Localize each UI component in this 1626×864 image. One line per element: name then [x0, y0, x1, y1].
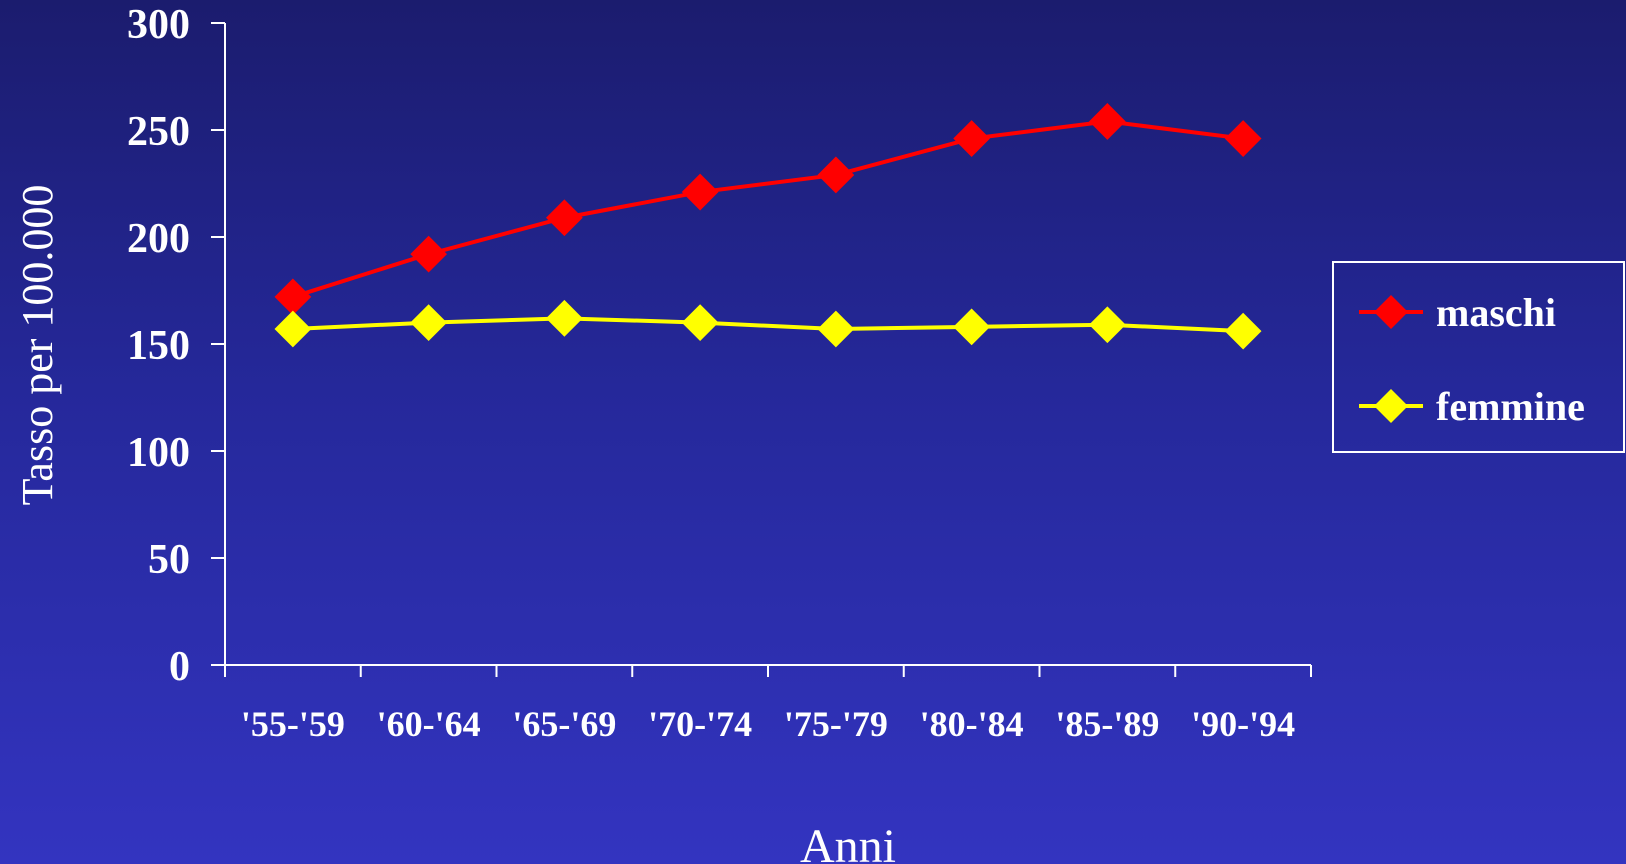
y-tick-label: 50: [148, 537, 190, 583]
legend-marker-maschi: [1374, 295, 1408, 329]
data-point-femmine: [817, 310, 855, 348]
y-tick-label: 100: [127, 430, 190, 476]
legend-item-maschi: maschi: [1359, 290, 1556, 335]
series-line-maschi: [292, 119, 1244, 299]
y-tick-label: 200: [127, 216, 190, 262]
y-axis-title: Tasso per 100.000: [13, 185, 62, 506]
x-tick-label: '65-'69: [512, 704, 616, 744]
legend-box: [1332, 261, 1625, 453]
y-tick-label: 150: [127, 323, 190, 369]
data-point-femmine: [1224, 312, 1262, 350]
data-point-femmine: [953, 308, 991, 346]
series-maschi: [274, 103, 1262, 316]
series-femmine: [274, 299, 1262, 350]
y-tick-label: 0: [169, 644, 190, 690]
x-tick-label: '90-'94: [1191, 704, 1295, 744]
data-point-maschi: [545, 199, 583, 237]
x-axis: '55-'59 '60-'64 '65-'69 '70-'74 '75-'79 '80-'…: [224, 664, 1312, 744]
data-point-maschi: [953, 120, 991, 157]
legend: maschi femmine: [1332, 261, 1625, 453]
x-tick-label: '75-'79: [784, 704, 888, 744]
data-point-maschi: [274, 278, 312, 316]
data-point-femmine: [1088, 306, 1126, 344]
data-point-femmine: [545, 299, 583, 337]
x-tick-label: '85-'89: [1055, 704, 1159, 744]
y-tick-label: 300: [127, 2, 190, 48]
legend-label-maschi: maschi: [1436, 290, 1556, 335]
data-point-maschi: [817, 156, 855, 194]
y-axis: 0 50 100 150 200 250 300: [127, 2, 226, 690]
x-tick-label: '60-'64: [377, 704, 481, 744]
data-point-femmine: [274, 310, 312, 348]
data-point-femmine: [681, 304, 719, 341]
data-point-maschi: [410, 235, 448, 273]
x-tick-label: '55-'59: [241, 704, 345, 744]
data-point-maschi: [1224, 120, 1262, 157]
legend-item-femmine: femmine: [1359, 384, 1585, 429]
legend-label-femmine: femmine: [1436, 384, 1585, 429]
data-point-maschi: [681, 173, 719, 211]
series-layer: [274, 103, 1262, 350]
x-tick-label: '70-'74: [648, 704, 752, 744]
data-point-femmine: [410, 304, 448, 341]
legend-marker-femmine: [1374, 389, 1408, 423]
data-point-maschi: [1088, 103, 1126, 140]
x-axis-title: Anni: [800, 820, 896, 864]
series-line-femmine: [292, 316, 1244, 334]
x-tick-label: '80-'84: [920, 704, 1024, 744]
y-tick-label: 250: [127, 109, 190, 155]
